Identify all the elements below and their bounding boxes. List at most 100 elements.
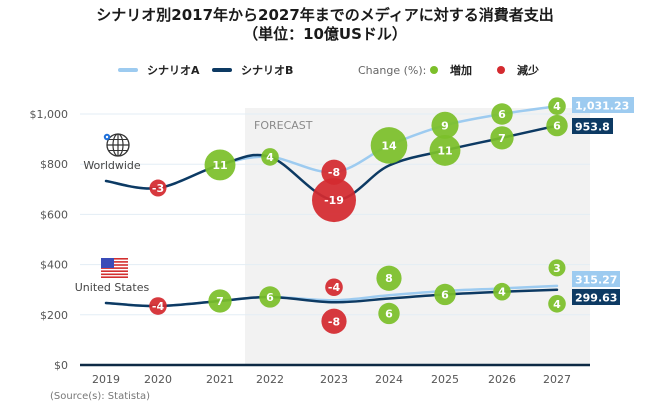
- end-value-label-us-b: 299.63: [572, 289, 620, 305]
- change-bubble: 6: [378, 302, 400, 325]
- change-bubble-label: 14: [381, 139, 397, 152]
- chart-title: シナリオ別2017年から2027年までのメディアに対する消費者支出 （単位：10…: [0, 6, 650, 44]
- end-value-label-worldwide-a: 1,031.23: [572, 97, 634, 113]
- change-bubble-label: 4: [553, 298, 561, 311]
- x-tick-label: 2024: [375, 373, 403, 386]
- group-label-worldwide: Worldwide: [83, 159, 141, 172]
- increase-bubble: [548, 259, 566, 277]
- change-bubble-label: 11: [212, 159, 227, 172]
- change-bubble: 11: [429, 134, 461, 166]
- change-bubble: 6: [491, 103, 513, 125]
- change-bubble: -8: [321, 159, 347, 185]
- increase-bubble: [548, 97, 566, 115]
- end-value-text: 315.27: [575, 274, 617, 287]
- legend-change-label: Change (%):: [358, 60, 426, 80]
- change-bubble-label: -3: [152, 182, 164, 195]
- change-bubble: 8: [376, 265, 402, 291]
- decrease-dot-icon: [497, 66, 505, 74]
- y-tick-label: $1,000: [30, 108, 69, 121]
- change-bubble: -4: [325, 278, 343, 297]
- change-bubble-label: 6: [553, 120, 561, 133]
- increase-bubble: [370, 127, 408, 164]
- legend-item-increase: 増加: [430, 60, 472, 80]
- change-bubble-label: 4: [266, 151, 274, 164]
- end-value-box: [572, 97, 634, 113]
- x-tick-label: 2020: [144, 373, 172, 386]
- y-tick-label: $800: [40, 158, 68, 171]
- change-bubble: 6: [546, 114, 568, 137]
- change-bubble-label: 3: [553, 262, 561, 275]
- series-line-us-b: [104, 288, 559, 308]
- y-tick-label: $200: [40, 309, 68, 322]
- y-tick-label: $400: [40, 259, 68, 272]
- decrease-bubble: [321, 308, 347, 334]
- change-bubble: 9: [431, 111, 459, 139]
- chart-title-line1: シナリオ別2017年から2027年までのメディアに対する消費者支出: [96, 6, 554, 24]
- x-tick-label: 2027: [543, 373, 571, 386]
- change-bubble: 14: [370, 127, 408, 164]
- change-bubble: 6: [259, 286, 281, 308]
- increase-bubble: [261, 148, 279, 166]
- legend-item-scenario-a[interactable]: シナリオA: [118, 60, 200, 80]
- change-bubble: -19: [312, 178, 356, 223]
- change-bubble: 4: [548, 294, 566, 313]
- decrease-bubble: [325, 278, 343, 297]
- change-bubble-label: 6: [266, 291, 274, 304]
- legend-item-scenario-b[interactable]: シナリオB: [212, 60, 293, 80]
- change-bubble: 3: [548, 259, 566, 277]
- change-bubble-label: -4: [328, 281, 341, 294]
- y-tick-label: $0: [54, 359, 68, 372]
- y-tick-label: $600: [40, 208, 68, 221]
- increase-bubble: [434, 283, 456, 306]
- legend-swatch-scenario-b: [212, 68, 232, 72]
- increase-dot-icon: [430, 66, 438, 74]
- change-bubble: -3: [149, 179, 167, 197]
- change-bubble-label: -8: [328, 315, 340, 328]
- legend-label-scenario-a: シナリオA: [147, 64, 200, 77]
- change-bubble-label: 6: [441, 288, 449, 301]
- change-bubble: 7: [208, 289, 232, 313]
- end-value-box: [572, 289, 620, 305]
- change-bubble-label: 6: [385, 307, 393, 320]
- increase-bubble: [376, 265, 402, 291]
- globe-icon: [103, 133, 130, 157]
- change-bubble: 7: [490, 126, 514, 150]
- chart-title-line2: （単位：10億USドル）: [243, 25, 407, 43]
- change-bubble-label: -19: [324, 194, 344, 207]
- change-bubble: -4: [149, 297, 167, 315]
- decrease-bubble: [312, 178, 356, 223]
- increase-bubble: [491, 103, 513, 125]
- forecast-label: FORECAST: [254, 119, 313, 132]
- increase-bubble: [259, 286, 281, 308]
- change-bubble: 4: [493, 282, 511, 301]
- x-tick-label: 2025: [431, 373, 459, 386]
- change-bubble-label: 7: [498, 132, 506, 145]
- increase-bubble: [546, 114, 568, 137]
- decrease-bubble: [149, 297, 167, 315]
- end-value-label-us-a: 315.27: [572, 271, 620, 287]
- increase-bubble: [429, 134, 461, 166]
- end-value-text: 1,031.23: [575, 100, 629, 113]
- us-flag-icon: [101, 258, 128, 278]
- x-tick-label: 2019: [92, 373, 120, 386]
- change-bubble: 11: [204, 149, 236, 181]
- forecast-region: [245, 108, 590, 365]
- legend-label-increase: 増加: [450, 64, 472, 77]
- x-tick-label: 2021: [206, 373, 234, 386]
- end-value-box: [572, 118, 613, 134]
- change-bubble-label: 8: [385, 272, 393, 285]
- x-tick-label: 2026: [488, 373, 516, 386]
- change-bubble-label: -8: [328, 166, 340, 179]
- change-bubble-label: -4: [152, 300, 165, 313]
- decrease-bubble: [149, 179, 167, 197]
- change-bubble: -8: [321, 308, 347, 334]
- legend-swatch-scenario-a: [118, 68, 138, 72]
- legend-label-scenario-b: シナリオB: [241, 64, 294, 77]
- end-value-label-worldwide-b: 953.8: [572, 118, 613, 134]
- legend-label-decrease: 減少: [517, 64, 539, 77]
- increase-bubble: [490, 126, 514, 150]
- group-label-united-states: United States: [75, 281, 150, 294]
- increase-bubble: [548, 294, 566, 313]
- x-tick-label: 2023: [320, 373, 348, 386]
- legend-change-text: Change (%):: [358, 63, 427, 77]
